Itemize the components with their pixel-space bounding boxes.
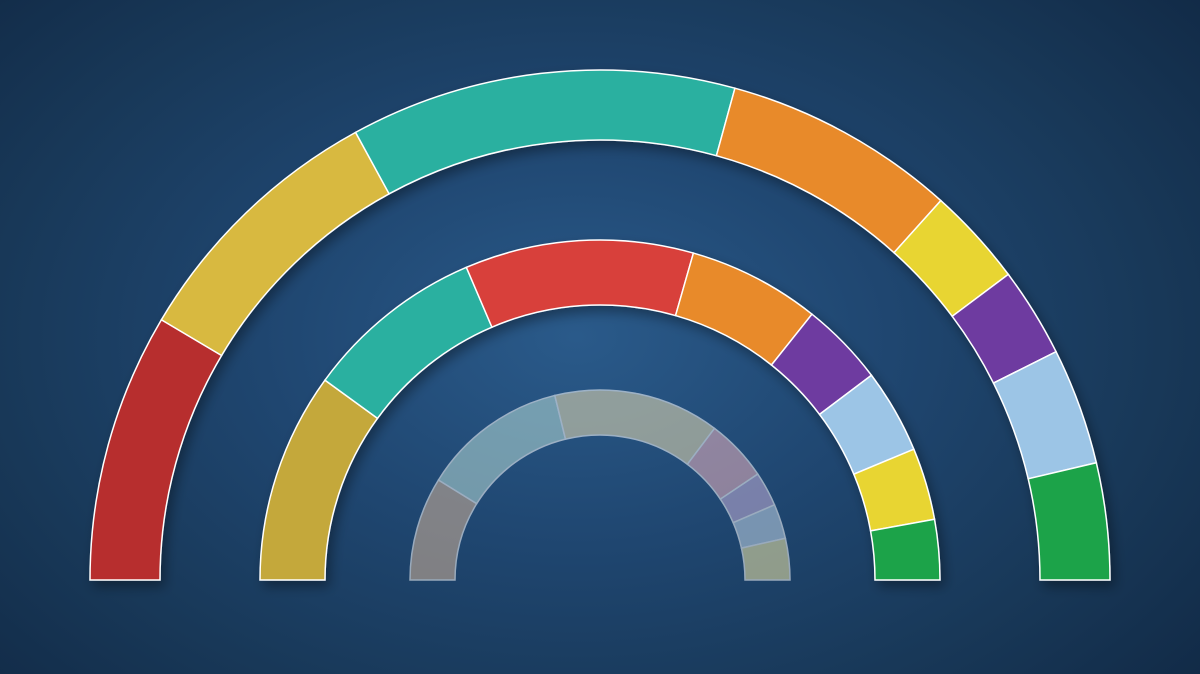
ring-inner: [410, 390, 790, 580]
segment-middle-teal: [325, 267, 492, 418]
parliament-chart: [0, 0, 1200, 674]
segment-outer-teal: [356, 70, 735, 194]
segment-outer-red: [90, 320, 222, 580]
segment-inner-paleteal: [438, 395, 565, 503]
segment-middle-green: [871, 519, 940, 580]
segment-outer-green: [1028, 463, 1110, 580]
rings-group: [90, 70, 1110, 580]
segment-inner-cream: [555, 390, 715, 464]
segment-outer-gold: [161, 132, 389, 355]
segment-outer-orange: [716, 88, 940, 252]
segment-middle-gold: [260, 380, 378, 580]
ring-outer: [90, 70, 1110, 580]
segment-middle-red: [466, 240, 693, 327]
